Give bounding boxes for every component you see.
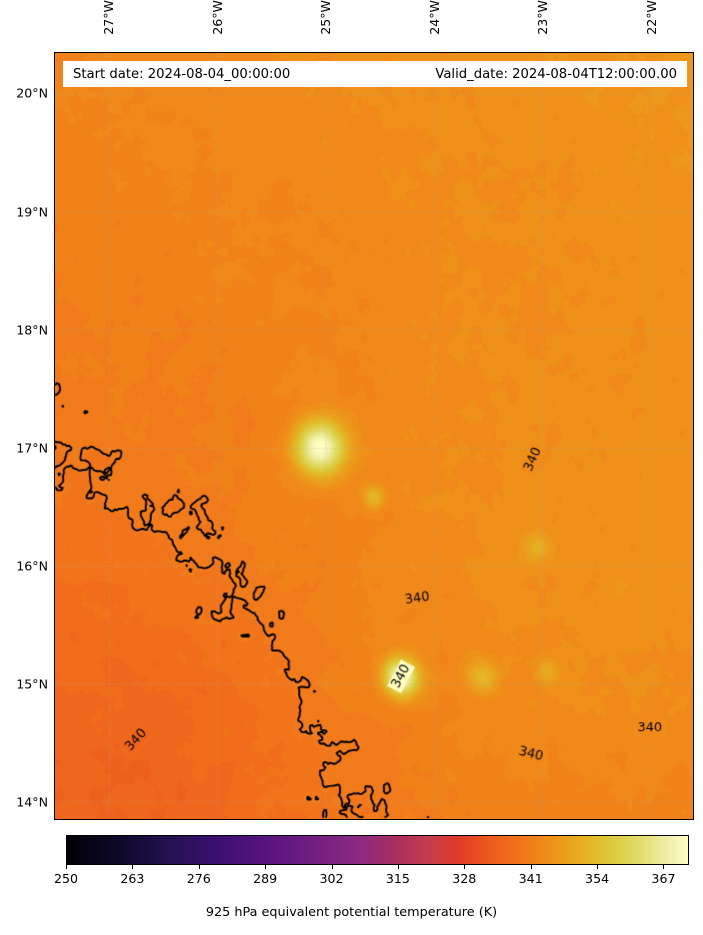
colorbar-tick-mark xyxy=(265,865,267,869)
colorbar-tick-mark xyxy=(597,865,599,869)
colorbar-tick-label: 367 xyxy=(651,871,676,886)
theta-e-field-canvas xyxy=(55,53,693,819)
latitude-tick-label: 20°N xyxy=(16,85,48,101)
colorbar-tick-label: 263 xyxy=(120,871,145,886)
colorbar-tick-mark xyxy=(464,865,466,869)
latitude-tick-label: 18°N xyxy=(16,322,48,338)
colorbar-tick-mark xyxy=(397,865,399,869)
colorbar-tick-label: 289 xyxy=(253,871,278,886)
map-plot-area[interactable]: Start date: 2024-08-04_00:00:00 Valid_da… xyxy=(54,52,694,820)
longitude-tick-label: 27°W xyxy=(101,0,117,35)
colorbar-tick-label: 341 xyxy=(518,871,543,886)
latitude-tick-label: 14°N xyxy=(16,794,48,810)
colorbar-tick-mark xyxy=(530,865,532,869)
longitude-tick-label: 26°W xyxy=(209,0,225,35)
colorbar-tick-label: 328 xyxy=(452,871,477,886)
start-date-label: Start date: 2024-08-04_00:00:00 xyxy=(73,66,291,82)
colorbar-tick-mark xyxy=(331,865,333,869)
latitude-tick-label: 17°N xyxy=(16,440,48,456)
latitude-tick-label: 19°N xyxy=(16,204,48,219)
longitude-tick-label: 22°W xyxy=(643,0,659,35)
colorbar[interactable] xyxy=(66,835,689,865)
latitude-tick-label: 16°N xyxy=(16,558,48,574)
colorbar-tick-mark xyxy=(198,865,200,869)
colorbar-tick-mark xyxy=(663,865,665,869)
colorbar-tick-label: 276 xyxy=(186,871,211,886)
colorbar-tick-mark xyxy=(66,865,67,869)
colorbar-tick-label: 302 xyxy=(319,871,344,886)
longitude-tick-label: 23°W xyxy=(535,0,551,35)
colorbar-gradient xyxy=(67,836,688,864)
title-banner: Start date: 2024-08-04_00:00:00 Valid_da… xyxy=(63,61,687,87)
colorbar-tick-label: 250 xyxy=(53,871,79,886)
latitude-tick-label: 15°N xyxy=(16,676,48,692)
longitude-tick-label: 24°W xyxy=(426,0,442,35)
colorbar-tick-mark xyxy=(132,865,134,869)
longitude-tick-label: 25°W xyxy=(318,0,334,35)
colorbar-tick-label: 354 xyxy=(585,871,610,886)
colorbar-tick-label: 315 xyxy=(385,871,410,886)
valid-date-label: Valid_date: 2024-08-04T12:00:00.00 xyxy=(435,66,677,82)
colorbar-title: 925 hPa equivalent potential temperature… xyxy=(205,905,498,920)
